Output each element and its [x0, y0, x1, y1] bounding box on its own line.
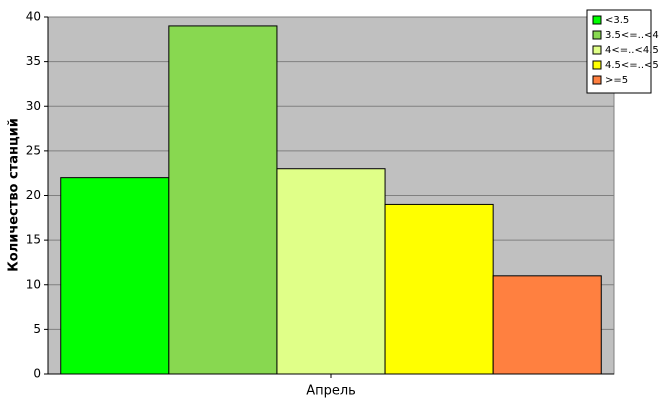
bar [168, 25, 278, 375]
legend-swatch [592, 45, 602, 55]
bar [384, 203, 494, 375]
x-tick-label: Апрель [306, 384, 356, 399]
legend-label: <3.5 [605, 15, 629, 26]
bar [60, 177, 170, 375]
y-tick-label: 25 [26, 143, 41, 157]
y-tick-label: 35 [26, 54, 41, 68]
y-tick-label: 0 [33, 367, 41, 381]
bar [492, 275, 602, 375]
legend-label: 4<=..<4.5 [605, 45, 659, 56]
y-tick-label: 40 [26, 10, 41, 24]
y-tick-label: 10 [26, 277, 41, 291]
y-tick-label: 5 [33, 322, 41, 336]
legend-swatch [592, 15, 602, 25]
legend-swatch [592, 30, 602, 40]
bar [276, 168, 386, 375]
y-axis-label: Количество станций [7, 118, 22, 272]
legend-swatch [592, 60, 602, 70]
y-tick-label: 30 [26, 99, 41, 113]
legend-label: >=5 [605, 75, 628, 86]
legend-label: 4.5<=..<5 [605, 60, 659, 71]
legend-label: 3.5<=..<4 [605, 30, 659, 41]
y-tick-label: 15 [26, 233, 41, 247]
y-tick-label: 20 [26, 188, 41, 202]
legend-swatch [592, 75, 602, 85]
